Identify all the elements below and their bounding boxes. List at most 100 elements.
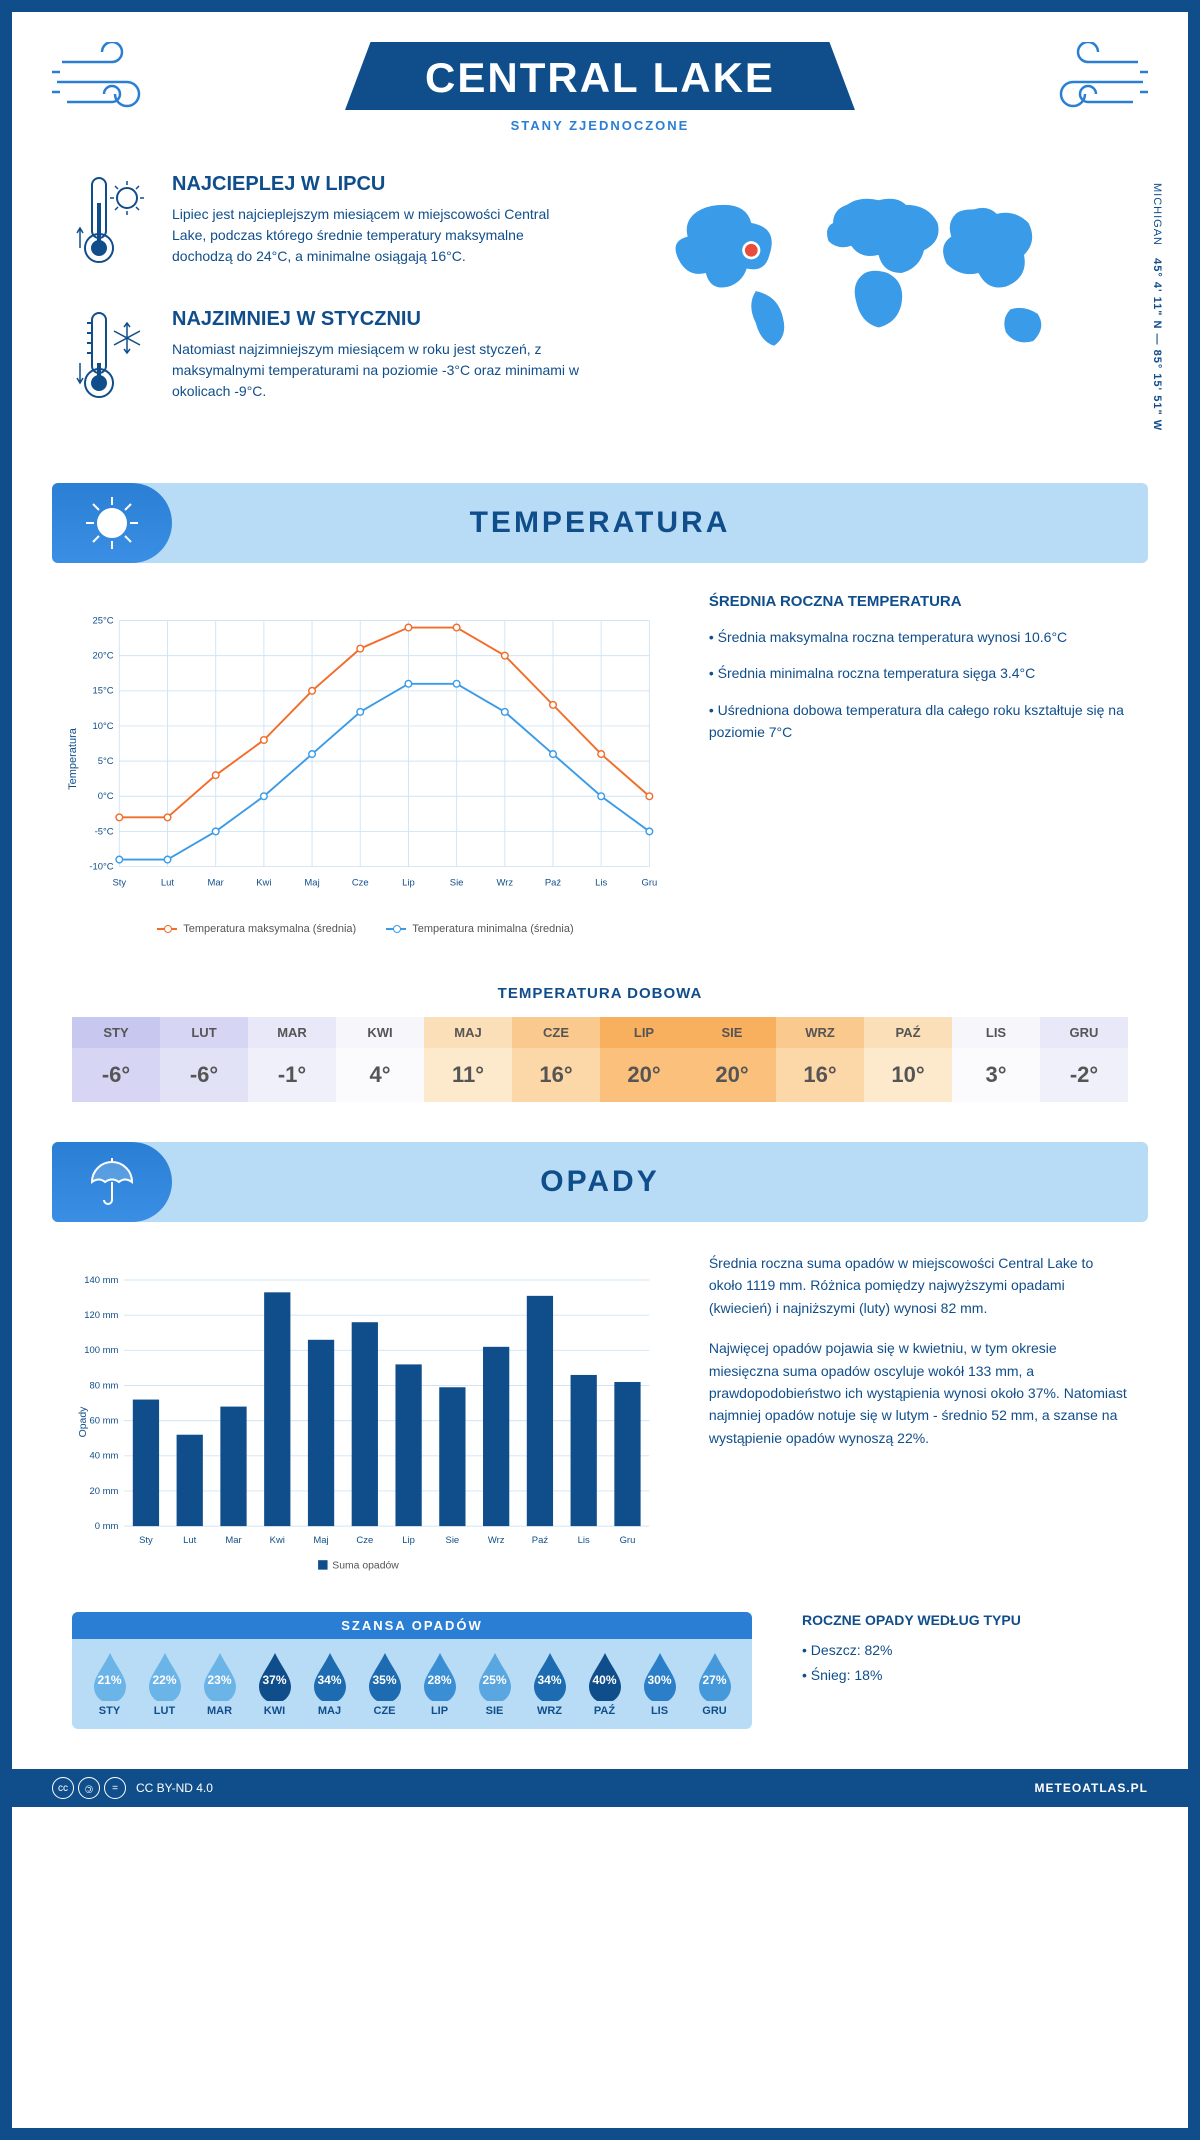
legend-item: .legend-swatch[style*='#f26c2a']::before… [157, 923, 356, 935]
svg-text:10°C: 10°C [93, 721, 114, 732]
svg-text:0 mm: 0 mm [95, 1521, 119, 1532]
svg-text:Paź: Paź [532, 1535, 549, 1546]
svg-text:100 mm: 100 mm [84, 1345, 118, 1356]
svg-text:120 mm: 120 mm [84, 1310, 118, 1321]
svg-text:140 mm: 140 mm [84, 1275, 118, 1286]
svg-text:Lip: Lip [402, 1535, 415, 1546]
svg-text:Mar: Mar [208, 878, 224, 889]
month-cell: KWI4° [336, 1017, 424, 1102]
precipitation-bar-chart: 0 mm20 mm40 mm60 mm80 mm100 mm120 mm140 … [72, 1252, 659, 1592]
chance-cell: 27%GRU [687, 1651, 742, 1717]
svg-text:Lis: Lis [578, 1535, 590, 1546]
svg-text:20°C: 20°C [93, 650, 114, 661]
title-banner: CENTRAL LAKE [345, 42, 855, 110]
svg-text:Lut: Lut [183, 1535, 197, 1546]
daily-temp-title: TEMPERATURA DOBOWA [12, 985, 1188, 1002]
location-title: CENTRAL LAKE [425, 54, 775, 102]
coldest-month-block: NAJZIMNIEJ W STYCZNIU Natomiast najzimni… [72, 308, 580, 413]
svg-text:60 mm: 60 mm [89, 1415, 118, 1426]
svg-text:Sie: Sie [446, 1535, 460, 1546]
intro-section: NAJCIEPLEJ W LIPCU Lipiec jest najcieple… [12, 153, 1188, 473]
site-name: METEOATLAS.PL [1035, 1781, 1148, 1795]
month-cell: MAJ11° [424, 1017, 512, 1102]
summary-bullet: • Średnia minimalna roczna temperatura s… [709, 662, 1128, 684]
svg-text:Lip: Lip [402, 878, 415, 889]
svg-text:5°C: 5°C [98, 756, 114, 767]
precip-summary: Średnia roczna suma opadów w miejscowośc… [709, 1252, 1128, 1592]
svg-text:Wrz: Wrz [496, 878, 513, 889]
world-map-icon [620, 173, 1128, 378]
umbrella-icon [52, 1142, 172, 1222]
chance-cell: 25%SIE [467, 1651, 522, 1717]
month-cell: WRZ16° [776, 1017, 864, 1102]
cold-text: Natomiast najzimniejszym miesiącem w rok… [172, 339, 580, 402]
chance-cell: 30%LIS [632, 1651, 687, 1717]
svg-text:Suma opadów: Suma opadów [332, 1561, 399, 1572]
svg-text:20 mm: 20 mm [89, 1486, 118, 1497]
hot-text: Lipiec jest najcieplejszym miesiącem w m… [172, 204, 580, 267]
svg-text:25°C: 25°C [93, 615, 114, 626]
svg-text:Sty: Sty [112, 878, 126, 889]
svg-text:Paź: Paź [545, 878, 562, 889]
thermometer-cold-icon [72, 308, 152, 413]
footer: cc🄯= CC BY-ND 4.0 METEOATLAS.PL [12, 1769, 1188, 1807]
wind-icon [1028, 42, 1148, 122]
wind-icon [52, 42, 172, 122]
chance-cell: 34%MAJ [302, 1651, 357, 1717]
chance-cell: 21%STY [82, 1651, 137, 1717]
month-cell: GRU-2° [1040, 1017, 1128, 1102]
summary-bullet: • Średnia maksymalna roczna temperatura … [709, 626, 1128, 648]
precip-by-type: ROCZNE OPADY WEDŁUG TYPU • Deszcz: 82% •… [802, 1612, 1128, 1729]
chance-cell: 40%PAŹ [577, 1651, 632, 1717]
chance-cell: 34%WRZ [522, 1651, 577, 1717]
hottest-month-block: NAJCIEPLEJ W LIPCU Lipiec jest najcieple… [72, 173, 580, 278]
chance-cell: 22%LUT [137, 1651, 192, 1717]
svg-text:Lut: Lut [161, 878, 175, 889]
coordinates: MICHIGAN 45° 4' 11" N — 85° 15' 51" W [1151, 183, 1163, 431]
country-subtitle: STANY ZJEDNOCZONE [72, 118, 1128, 133]
svg-text:Cze: Cze [356, 1535, 373, 1546]
chance-cell: 28%LIP [412, 1651, 467, 1717]
license-label: CC BY-ND 4.0 [136, 1781, 213, 1795]
svg-text:Maj: Maj [313, 1535, 328, 1546]
daily-temp-table: STY-6°LUT-6°MAR-1°KWI4°MAJ11°CZE16°LIP20… [72, 1017, 1128, 1102]
cc-icons: cc🄯= [52, 1777, 126, 1799]
chance-cell: 35%CZE [357, 1651, 412, 1717]
temperature-line-chart: Temperatura -10°C-5°C0°C5°C10°C15°C20°C2… [72, 593, 659, 935]
svg-text:Mar: Mar [225, 1535, 241, 1546]
month-cell: LIP20° [600, 1017, 688, 1102]
precipitation-header: OPADY [52, 1142, 1148, 1222]
svg-text:-5°C: -5°C [95, 826, 114, 837]
sun-icon [52, 483, 172, 563]
svg-text:80 mm: 80 mm [89, 1380, 118, 1391]
precip-chance-box: SZANSA OPADÓW 21%STY22%LUT23%MAR37%KWI34… [72, 1612, 752, 1729]
summary-bullet: • Uśredniona dobowa temperatura dla całe… [709, 699, 1128, 744]
chance-cell: 23%MAR [192, 1651, 247, 1717]
month-cell: PAŹ10° [864, 1017, 952, 1102]
annual-temp-summary: ŚREDNIA ROCZNA TEMPERATURA • Średnia mak… [709, 593, 1128, 935]
svg-text:Cze: Cze [352, 878, 369, 889]
month-cell: LUT-6° [160, 1017, 248, 1102]
month-cell: MAR-1° [248, 1017, 336, 1102]
section-title: TEMPERATURA [172, 506, 1148, 540]
svg-text:Maj: Maj [304, 878, 319, 889]
svg-text:Gru: Gru [641, 878, 657, 889]
cold-title: NAJZIMNIEJ W STYCZNIU [172, 308, 580, 331]
month-cell: CZE16° [512, 1017, 600, 1102]
month-cell: STY-6° [72, 1017, 160, 1102]
svg-text:Sty: Sty [139, 1535, 153, 1546]
svg-text:Wrz: Wrz [488, 1535, 505, 1546]
month-cell: SIE20° [688, 1017, 776, 1102]
svg-text:Kwi: Kwi [270, 1535, 285, 1546]
chance-cell: 37%KWI [247, 1651, 302, 1717]
svg-text:Gru: Gru [620, 1535, 636, 1546]
month-cell: LIS3° [952, 1017, 1040, 1102]
svg-text:15°C: 15°C [93, 686, 114, 697]
hot-title: NAJCIEPLEJ W LIPCU [172, 173, 580, 196]
svg-text:-10°C: -10°C [89, 861, 113, 872]
temperature-header: TEMPERATURA [52, 483, 1148, 563]
thermometer-hot-icon [72, 173, 152, 278]
svg-text:Opady: Opady [78, 1406, 89, 1437]
section-title: OPADY [172, 1165, 1148, 1199]
infographic-page: CENTRAL LAKE STANY ZJEDNOCZONE [0, 0, 1200, 2140]
